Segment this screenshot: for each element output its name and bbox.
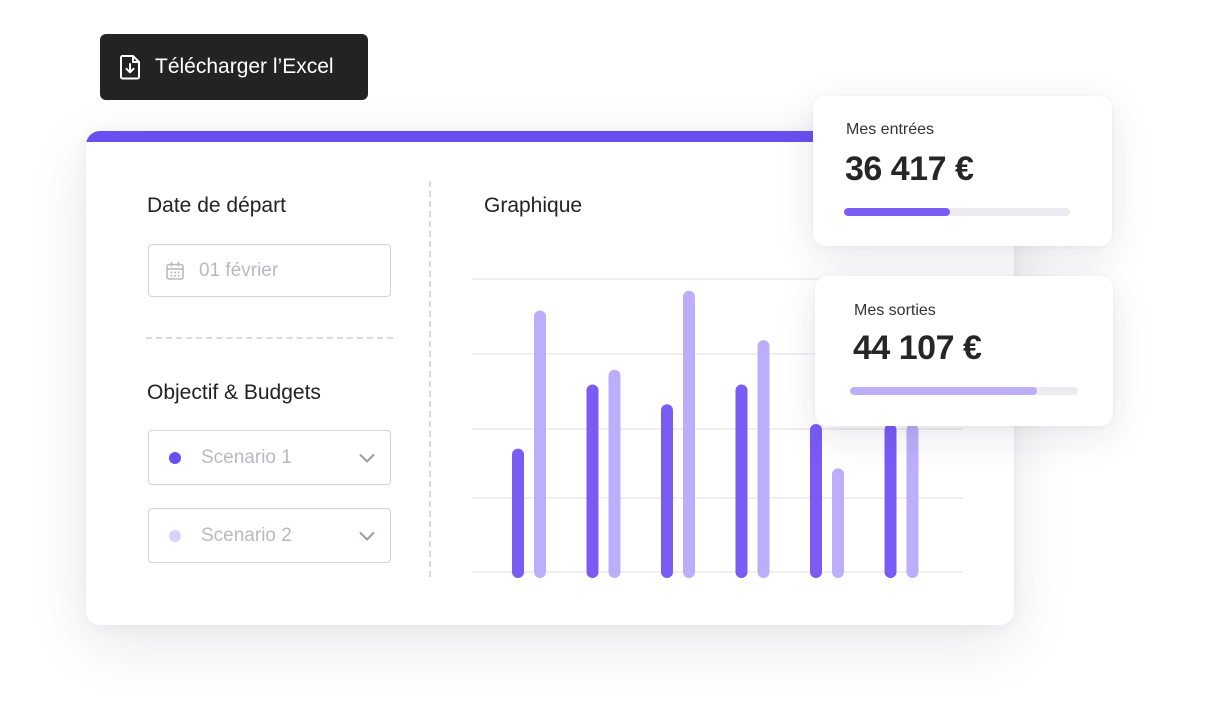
- sorties-progress-fill: [850, 387, 1037, 395]
- bar-series-2-1: [534, 310, 546, 578]
- download-excel-button[interactable]: Télécharger l’Excel: [100, 34, 368, 100]
- bar-chart: [472, 278, 963, 578]
- bar-series-1-3: [661, 404, 673, 578]
- date-section-title: Date de départ: [147, 194, 286, 217]
- bar-series-2-3: [683, 290, 695, 578]
- entrees-label: Mes entrées: [846, 121, 935, 138]
- file-download-icon: [119, 54, 141, 80]
- bar-series-2-6: [906, 424, 919, 578]
- entrees-card: Mes entrées 36 417 €: [813, 96, 1112, 246]
- bar-series-2-5: [832, 468, 844, 578]
- bar-series-1-1: [512, 448, 524, 578]
- scenario-1-select[interactable]: Scenario 1: [148, 430, 391, 485]
- scenario-2-dot: [169, 529, 181, 542]
- section-divider: [146, 337, 393, 339]
- sorties-progress-track: [850, 387, 1078, 395]
- bar-series-1-2: [586, 384, 599, 578]
- chevron-down-icon: [358, 527, 376, 545]
- bar-series-1-5: [810, 424, 822, 578]
- bar-series-2-2: [608, 369, 621, 578]
- scenario-2-select[interactable]: Scenario 2: [148, 508, 391, 563]
- bar-series-1-6: [884, 424, 897, 578]
- scenario-2-label: Scenario 2: [201, 524, 292, 546]
- scenario-1-dot: [169, 451, 181, 464]
- column-divider: [429, 181, 431, 577]
- bar-series-2-4: [757, 340, 770, 578]
- chevron-down-icon: [358, 449, 376, 467]
- entrees-progress-fill: [844, 208, 951, 216]
- sorties-value: 44 107 €: [853, 329, 982, 367]
- sorties-label: Mes sorties: [854, 302, 936, 319]
- chart-title: Graphique: [484, 194, 583, 217]
- card-accent-bar: [86, 131, 1014, 142]
- entrees-progress-track: [844, 208, 1070, 216]
- start-date-field[interactable]: 01 février: [148, 244, 391, 297]
- scenario-1-label: Scenario 1: [201, 446, 292, 468]
- entrees-value: 36 417 €: [845, 150, 974, 188]
- budget-section-title: Objectif & Budgets: [147, 381, 321, 404]
- download-button-label: Télécharger l’Excel: [155, 55, 334, 78]
- start-date-value: 01 février: [199, 259, 279, 281]
- sorties-card: Mes sorties 44 107 €: [815, 276, 1113, 426]
- calendar-icon: [165, 261, 185, 281]
- bar-series-1-4: [735, 384, 748, 578]
